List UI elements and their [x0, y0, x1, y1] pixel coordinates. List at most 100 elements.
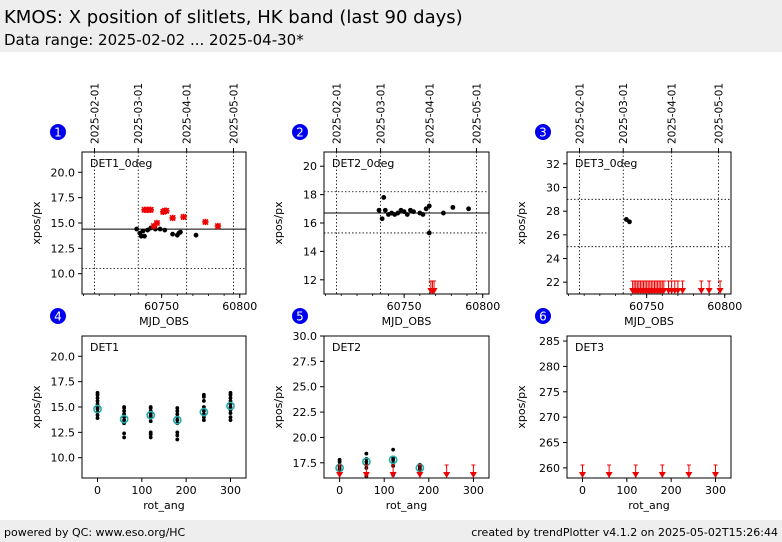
panel-2-y-tick-label: 20 — [303, 160, 317, 173]
panel-1-data-point — [193, 232, 199, 238]
panel-3-out-of-range-arrow — [697, 288, 705, 294]
panel-4-data-point — [201, 409, 206, 413]
panel-4-data-point — [122, 435, 127, 440]
panel-3-date-label: 2025-04-01 — [667, 83, 679, 144]
panel-3-y-axis-label: xpos/px — [515, 201, 528, 245]
panel-3-date-label: 2025-02-01 — [574, 83, 586, 144]
panel-2-date-label: 2025-04-01 — [424, 83, 436, 144]
panel-2-data-point — [466, 206, 471, 212]
footer-bar: powered by QC: www.eso.org/HC created by… — [0, 520, 782, 542]
panel-3-x-tick-label: 60800 — [707, 300, 742, 313]
panel-4-label: DET1 — [90, 341, 119, 354]
panel-3-out-of-range-arrow — [716, 288, 724, 294]
panel-2-x-axis-label: MJD_OBS — [382, 315, 432, 328]
trend-plots: 2025-02-01 2025-03-01 2025-04-01 2025-05-01… — [30, 83, 742, 512]
panel-5-out-of-range-arrow — [443, 472, 451, 478]
panel-2-y-tick-label: 14 — [303, 245, 317, 258]
panel-3-data-point — [627, 219, 632, 225]
panel-5-y-tick-label: 27.5 — [293, 355, 318, 368]
panel-5-out-of-range-arrow — [469, 472, 477, 478]
panel-1-data-point — [170, 231, 175, 237]
panel-1-y-axis-label: xpos/px — [30, 201, 43, 245]
panel-4-badge — [50, 308, 66, 324]
panel-2-data-point — [423, 206, 429, 212]
panel-1-y-tick-label: 20.0 — [51, 166, 76, 179]
panel-2-data-point — [420, 212, 426, 217]
panel-5-out-of-range-arrow — [389, 472, 397, 478]
panel-5-label: DET2 — [332, 341, 361, 354]
panel-2-data-point — [395, 210, 401, 216]
panel-5-y-tick-label: 22.5 — [293, 406, 318, 419]
panel-5-plot-area — [335, 447, 425, 478]
panel-2-y-axis-label: xpos/px — [272, 201, 285, 245]
panel-6-badge-number: 6 — [539, 310, 547, 324]
panel-6-x-tick-label: 300 — [705, 484, 726, 497]
panel-4-data-point — [175, 437, 180, 442]
panel-1-badge — [50, 124, 66, 140]
panel-2-y-tick-label: 16 — [303, 217, 317, 230]
panel-4-data-point — [175, 430, 180, 435]
panel-6-label: DET3 — [575, 341, 604, 354]
panel-5-y-tick-label: 20.0 — [293, 431, 318, 444]
panel-2-x-tick-label: 60800 — [465, 300, 500, 313]
panel-4-data-point — [228, 395, 233, 400]
panel-2-y-tick-label: 12 — [303, 274, 317, 287]
panel-6-y-axis-label: xpos/px — [515, 385, 528, 429]
panel-1-outlier-point — [180, 213, 187, 221]
footer-credit: powered by QC: www.eso.org/HC — [4, 526, 186, 539]
panel-4-data-point — [122, 418, 127, 423]
panel-6-x-tick-label: 100 — [616, 484, 637, 497]
panel-1-y-tick-label: 15.0 — [51, 217, 76, 230]
panel-1-outlier-point — [214, 222, 222, 230]
panel-6-y-tick-label: 270 — [539, 411, 560, 424]
panel-3-x-tick-label: 60750 — [629, 300, 664, 313]
panel-5-x-tick-label: 0 — [336, 484, 343, 497]
panel-3-badge — [535, 124, 551, 140]
panel-5-out-of-range-arrow — [416, 472, 424, 478]
panel-6-out-of-range-arrow — [658, 472, 666, 478]
panel-4-data-point — [201, 392, 206, 397]
panel-4-frame — [81, 335, 247, 479]
panel-4-data-point — [228, 411, 233, 415]
panel-4-x-tick-label: 200 — [176, 484, 197, 497]
panel-1-label: DET1_0deg — [90, 157, 152, 170]
panel-5-x-axis-label: rot_ang — [386, 499, 428, 512]
panel-4-data-point — [148, 419, 153, 424]
panel-6-out-of-range-arrow — [711, 472, 719, 478]
page-subtitle: Data range: 2025-02-02 ... 2025-04-30* — [4, 31, 304, 49]
panel-3-x-axis-label: MJD_OBS — [624, 315, 674, 328]
panel-1-outlier-point — [202, 218, 209, 226]
panel-2-frame — [323, 151, 490, 295]
panel-4-data-point — [95, 416, 100, 421]
panel-4-data-point — [95, 390, 100, 395]
panel-2-data-point — [379, 216, 385, 222]
panel-5-frame — [323, 335, 490, 479]
panel-2-date-label: 2025-03-01 — [376, 83, 388, 144]
panel-6-x-axis-label: rot_ang — [628, 499, 670, 512]
panel-5-badge-number: 5 — [296, 310, 304, 324]
panel-4-data-point — [122, 431, 127, 436]
panel-4-data-point — [228, 390, 233, 395]
panel-3-date-label: 2025-03-01 — [618, 83, 630, 144]
panel-3-out-of-range-arrow — [674, 288, 682, 294]
panel-5-data-point — [364, 459, 369, 464]
panel-1-y-tick-label: 10.0 — [51, 268, 76, 281]
panel-2-date-label: 2025-02-01 — [332, 83, 344, 144]
panel-3-badge-number: 3 — [539, 126, 547, 140]
panel-5-badge — [292, 308, 308, 324]
panel-3-y-tick-label: 32 — [546, 158, 560, 171]
panel-2-date-label: 2025-05-01 — [471, 83, 483, 144]
panel-4-mean-marker — [199, 407, 209, 417]
panel-4-data-point — [228, 405, 233, 409]
panel-4-data-point — [175, 412, 180, 416]
panel-4-data-point — [201, 418, 206, 423]
panel-2-data-point — [401, 209, 407, 215]
panel-4-data-point — [95, 413, 100, 418]
panel-5-out-of-range-arrow — [336, 472, 344, 478]
panel-2-x-tick-label: 60750 — [387, 300, 422, 313]
panel-1-data-point — [178, 229, 183, 235]
panel-4-data-point — [175, 409, 180, 413]
panel-6-out-of-range-arrow — [579, 472, 587, 478]
panel-3-y-tick-label: 26 — [546, 229, 560, 242]
panel-4-mean-marker — [93, 404, 102, 414]
